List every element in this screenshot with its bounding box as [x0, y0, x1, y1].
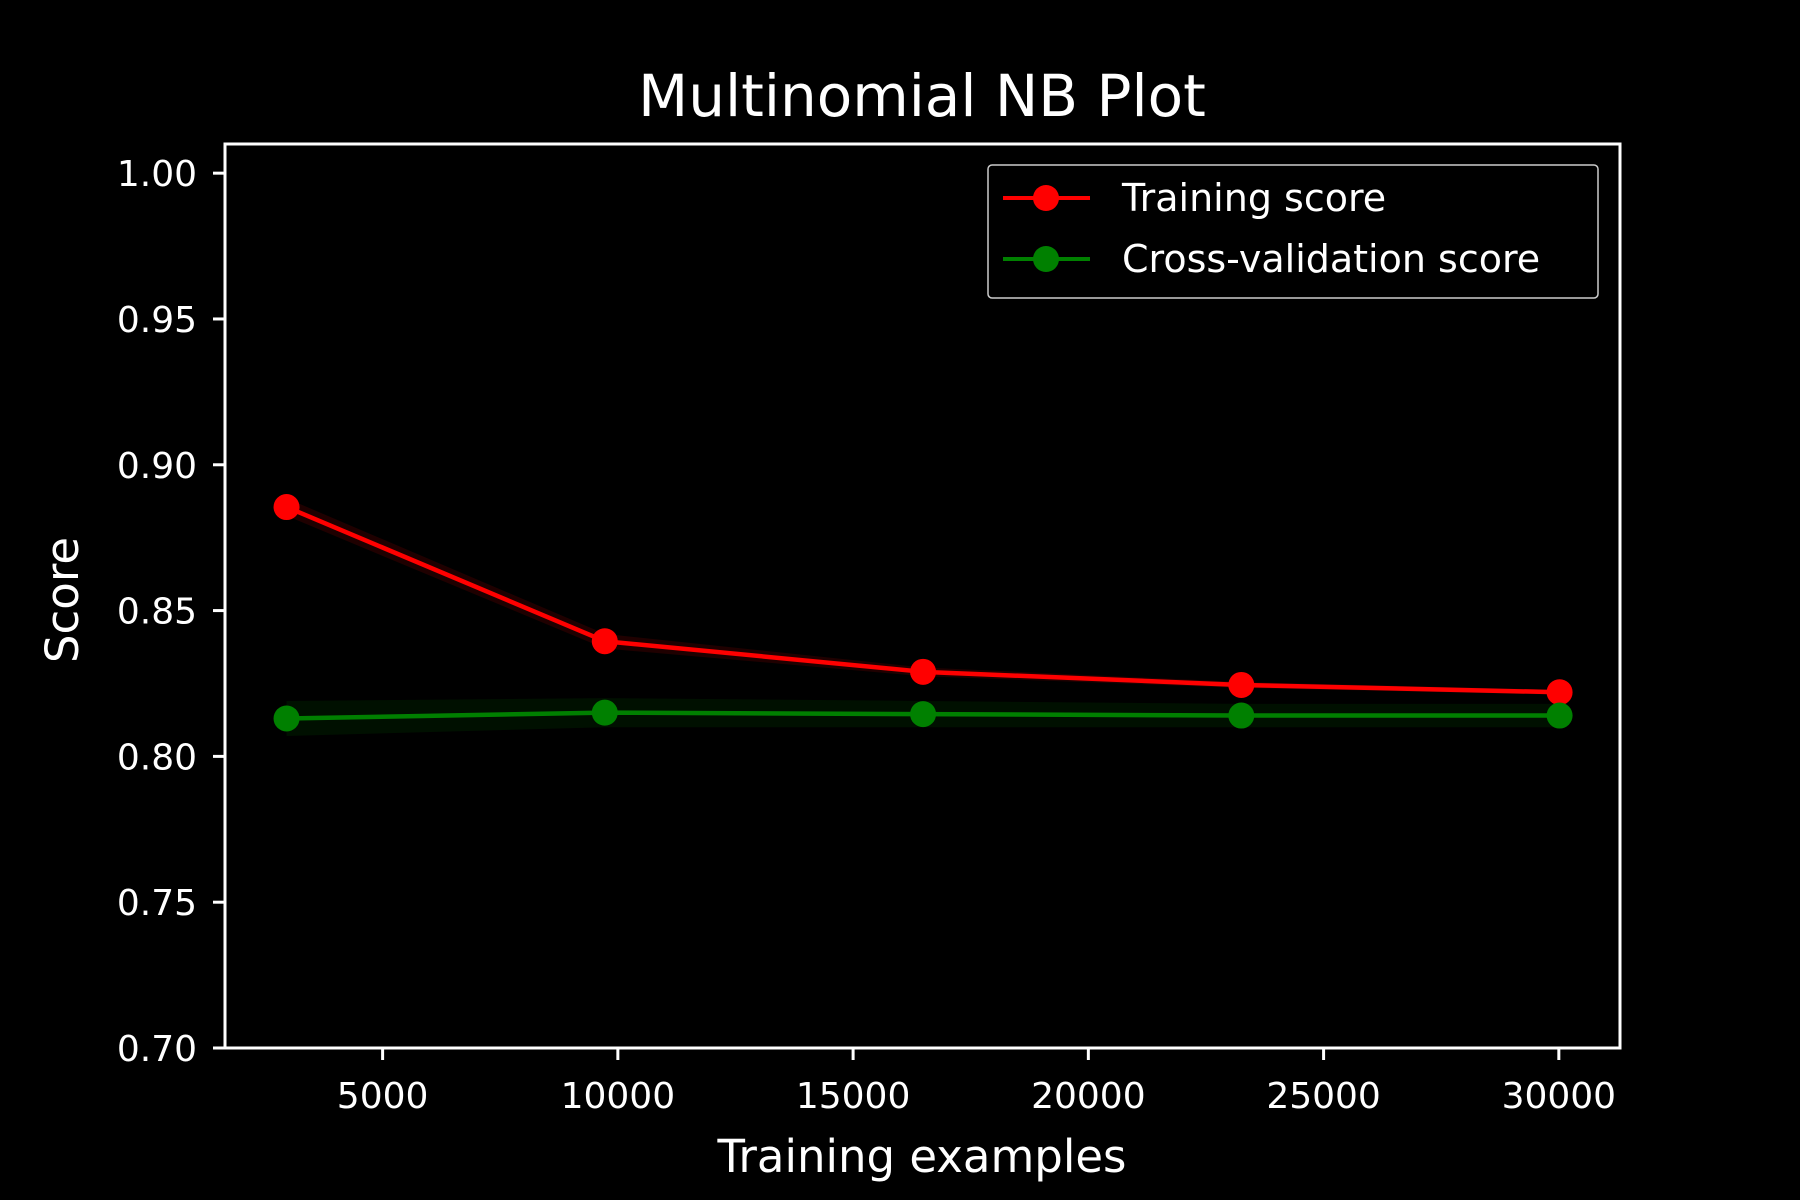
point-series-0-2	[910, 658, 937, 685]
x-tick-label-2: 15000	[796, 1076, 911, 1117]
y-tick-label-2: 0.80	[117, 737, 197, 778]
legend-entry-training: Training score	[1003, 176, 1386, 220]
x-tick-label-5: 30000	[1502, 1076, 1617, 1117]
x-axis-ticks: 5000 10000 15000 20000 25000 30000	[337, 1048, 1616, 1117]
y-axis-label: Score	[36, 537, 89, 663]
y-axis-ticks: 0.70 0.75 0.80 0.85 0.90 0.95 1.00	[117, 154, 225, 1070]
y-tick-label-6: 1.00	[117, 154, 197, 195]
plot-area-frame	[223, 142, 1622, 1050]
point-series-0-4	[1546, 679, 1573, 706]
x-tick-label-3: 20000	[1031, 1076, 1146, 1117]
x-tick-label-1: 10000	[561, 1076, 676, 1117]
x-tick-label-0: 5000	[337, 1076, 429, 1117]
point-series-0-3	[1228, 671, 1255, 698]
point-series-0-1	[591, 628, 618, 655]
legend-entry-cross-validation: Cross-validation score	[1003, 237, 1540, 281]
y-tick-label-5: 0.95	[117, 300, 197, 341]
legend-label-training: Training score	[1121, 176, 1386, 220]
legend-label-cross-validation: Cross-validation score	[1122, 237, 1540, 281]
point-series-1-3	[1228, 702, 1255, 729]
legend-marker-training	[1033, 185, 1059, 211]
legend-box	[987, 164, 1599, 299]
point-series-1-0	[273, 705, 300, 732]
y-tick-label-4: 0.90	[117, 446, 197, 487]
legend: Training score Cross-validation score	[987, 164, 1599, 299]
y-tick-label-3: 0.85	[117, 592, 197, 633]
point-series-1-1	[591, 699, 618, 726]
chart-title: Multinomial NB Plot	[638, 62, 1206, 130]
y-tick-label-1: 0.75	[117, 883, 197, 924]
x-tick-label-4: 25000	[1266, 1076, 1381, 1117]
series-points	[273, 494, 1573, 732]
point-series-1-4	[1546, 702, 1573, 729]
x-axis-label: Training examples	[717, 1130, 1127, 1183]
y-tick-label-0: 0.70	[117, 1029, 197, 1070]
legend-marker-cross-validation	[1033, 246, 1059, 272]
point-series-0-0	[273, 494, 300, 521]
point-series-1-2	[910, 701, 937, 728]
